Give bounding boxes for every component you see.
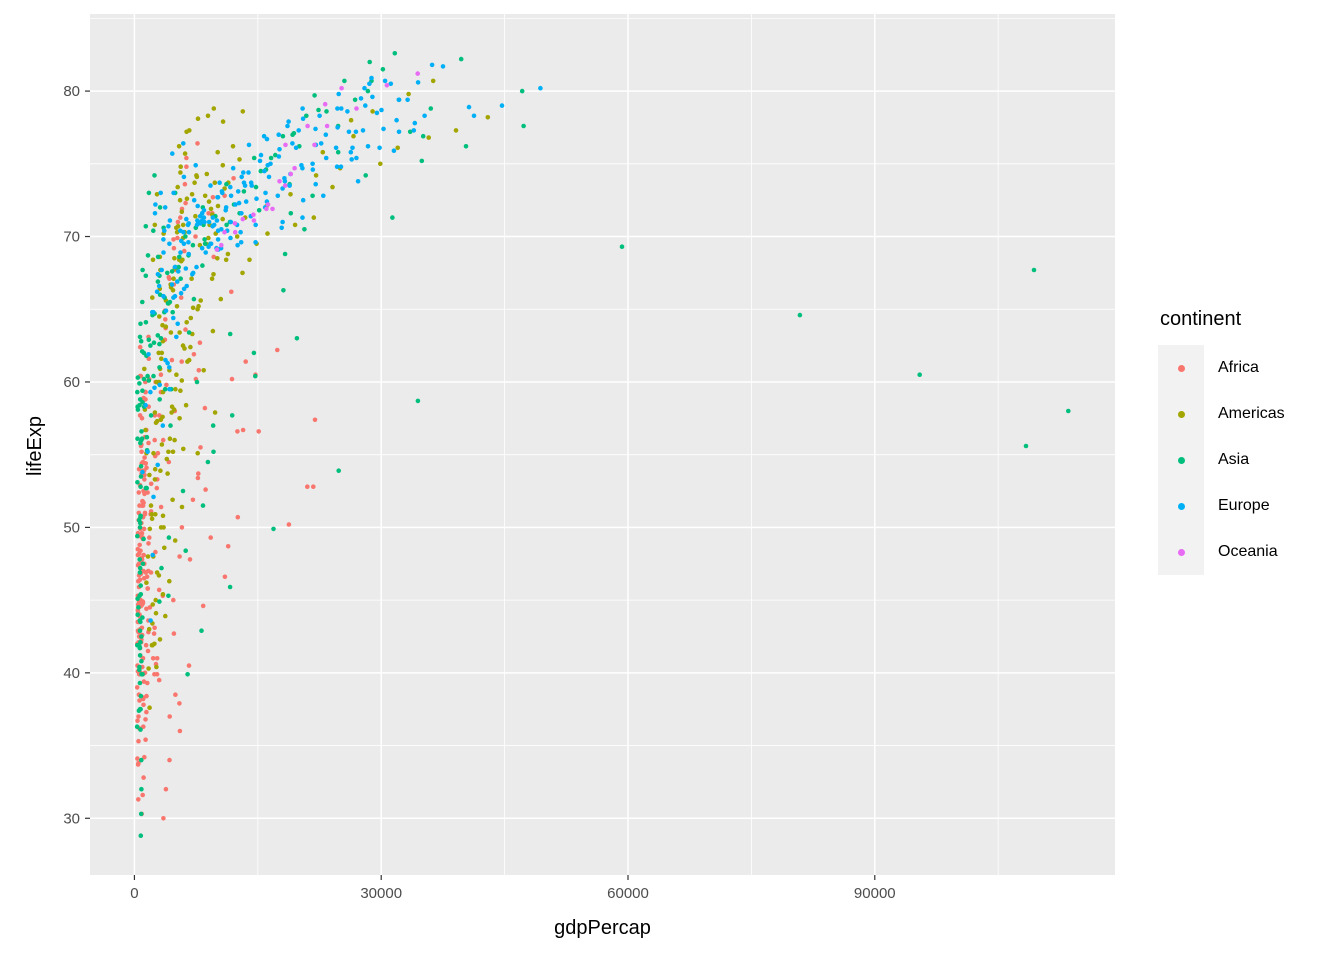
minor-gridlines [90,14,1115,875]
y-tick-label: 60 [63,374,80,391]
series-points-asia [134,51,1071,838]
tick-labels: 0 30000 60000 90000 30 40 50 60 70 80 [63,83,895,902]
y-tick-label: 80 [63,83,80,100]
series-points-americas [142,78,491,710]
legend-key-swatch [1158,483,1204,529]
asia-dot-icon [1177,456,1185,464]
legend: continent Africa Americas Asia Europe Oc… [1158,308,1344,575]
y-tick-label: 40 [63,665,80,682]
legend-item-asia: Asia [1158,437,1344,483]
legend-item-oceania: Oceania [1158,529,1344,575]
plot-panel [90,14,1115,875]
tick-marks [85,90,876,880]
y-tick-label: 70 [63,229,80,246]
legend-title: continent [1160,308,1242,330]
legend-key-swatch [1158,391,1204,437]
x-tick-label: 0 [130,885,138,902]
legend-label: Americas [1218,405,1285,422]
legend-key-swatch [1158,529,1204,575]
y-tick-label: 50 [63,519,80,536]
legend-key-swatch [1158,437,1204,483]
data-points [134,51,1071,838]
legend-keys: Africa Americas Asia Europe Oceania [1158,345,1344,575]
americas-dot-icon [1177,410,1185,418]
legend-label: Europe [1218,497,1270,514]
x-tick-label: 60000 [607,885,649,902]
legend-item-americas: Americas [1158,391,1344,437]
x-tick-label: 90000 [854,885,896,902]
series-points-europe [140,62,543,623]
y-tick-label: 30 [63,810,80,827]
y-axis-title: lifeExp [24,415,46,477]
oceania-dot-icon [1177,548,1185,556]
legend-item-europe: Europe [1158,483,1344,529]
legend-label: Africa [1218,359,1259,376]
legend-label: Oceania [1218,543,1278,560]
x-axis-title: gdpPercap [554,917,651,939]
legend-item-africa: Africa [1158,345,1344,391]
legend-label: Asia [1218,451,1250,468]
major-gridlines [90,14,1115,875]
europe-dot-icon [1177,502,1185,510]
x-tick-label: 30000 [360,885,402,902]
legend-key-swatch [1158,345,1204,391]
africa-dot-icon [1177,364,1185,372]
series-points-oceania [214,71,421,252]
